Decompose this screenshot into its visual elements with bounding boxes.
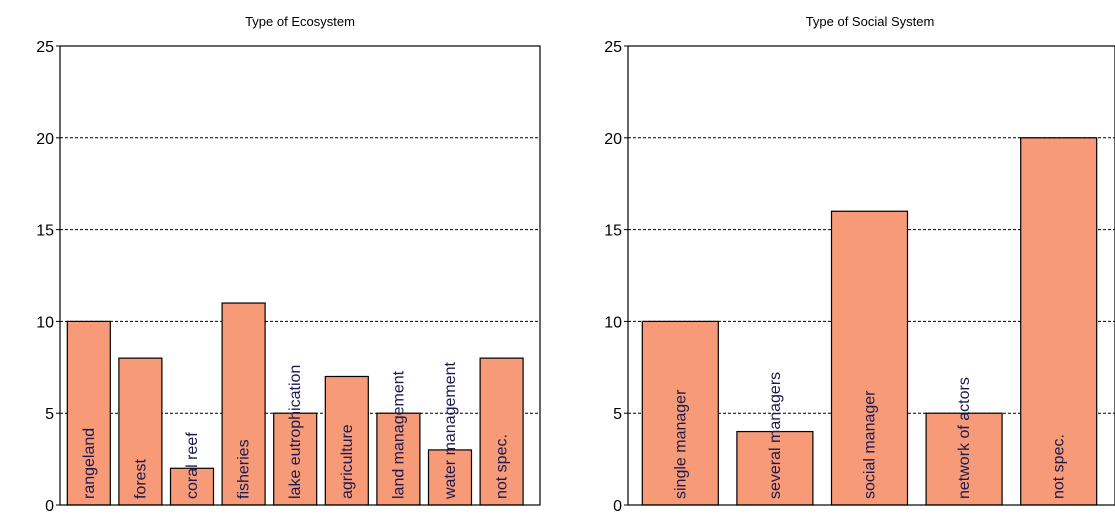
bar (169, 467, 215, 506)
bar-label: not spec. (1051, 434, 1068, 499)
y-tick-label: 10 (604, 314, 622, 331)
bar (66, 320, 111, 506)
y-tick-label: 0 (613, 498, 622, 514)
y-tick-label: 5 (613, 406, 622, 423)
chart-title: Type of Social System (806, 14, 935, 29)
bar-label: social manager (862, 390, 879, 499)
bar (376, 412, 421, 506)
ecosystem-chart: Type of Ecosystem rangeland forest coral re… (36, 14, 541, 514)
bar (427, 449, 473, 506)
bar (324, 375, 369, 506)
y-tick-label: 20 (604, 131, 622, 148)
y-tick-label: 25 (36, 39, 54, 56)
bar-label: agriculture (339, 424, 356, 499)
bar-label: single manager (672, 389, 689, 499)
social-system-chart: Type of Social System single manager sever… (604, 14, 1115, 514)
bar-label: network of actors (956, 377, 973, 499)
bar-label: water management (442, 361, 459, 500)
bar-label: rangeland (81, 428, 98, 499)
bar-label: forest (132, 458, 149, 499)
bar-label: not spec. (494, 434, 511, 499)
bar-label: fisheries (236, 439, 253, 499)
bar-label: lake eutrophication (287, 365, 304, 499)
y-tick-label: 10 (36, 314, 54, 331)
plot-frame (59, 45, 541, 506)
bar (221, 302, 266, 506)
bar (479, 357, 524, 506)
bar (830, 210, 909, 506)
plot-frame (627, 45, 1115, 506)
bar-label: several managers (767, 372, 784, 499)
y-tick-label: 0 (45, 498, 54, 514)
bar-label: coral reef (184, 432, 201, 499)
bar-label: land management (390, 370, 407, 499)
y-tick-label: 5 (45, 406, 54, 423)
y-tick-label: 25 (604, 39, 622, 56)
y-tick-label: 20 (36, 131, 54, 148)
bar (641, 320, 719, 506)
y-tick-label: 15 (604, 223, 622, 240)
bar (273, 412, 318, 506)
bar (736, 430, 814, 506)
y-tick-label: 15 (36, 223, 54, 240)
chart-title: Type of Ecosystem (245, 14, 355, 29)
